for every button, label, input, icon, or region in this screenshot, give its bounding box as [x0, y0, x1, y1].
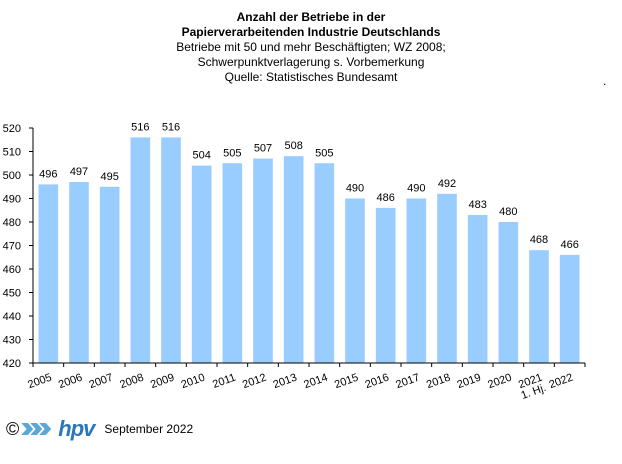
bar — [375, 207, 396, 363]
y-tick-label: 500 — [3, 170, 21, 182]
footer-date: September 2022 — [104, 422, 194, 436]
chart-title: Anzahl der Betriebe in der — [236, 10, 386, 24]
data-label: 490 — [407, 183, 425, 195]
bar — [314, 163, 335, 363]
data-label: 496 — [39, 168, 57, 180]
x-tick-label: 2015 — [333, 372, 360, 392]
data-label: 483 — [468, 199, 486, 211]
data-label: 505 — [315, 147, 333, 159]
x-tick-label: 2017 — [394, 372, 421, 392]
bar — [69, 182, 89, 363]
hpv-logo-chevrons-icon — [21, 423, 52, 435]
x-tick-label: 2019 — [456, 372, 483, 392]
x-tick-label: 2014 — [302, 372, 329, 392]
chart-title-line-2: Papierverarbeitenden Industrie Deutschla… — [181, 25, 441, 39]
x-tick-label: 2009 — [149, 372, 176, 392]
stray-dot: . — [603, 74, 607, 88]
bar — [130, 137, 151, 363]
bar — [38, 184, 59, 363]
x-tick-label: 2005 — [26, 372, 53, 392]
y-tick-label: 460 — [3, 264, 21, 276]
data-label: 516 — [131, 121, 149, 133]
bar — [406, 198, 427, 363]
x-tick-label: 2012 — [241, 372, 268, 392]
y-tick-label: 420 — [3, 358, 21, 370]
data-label: 480 — [499, 206, 517, 218]
data-label: 508 — [284, 140, 302, 152]
chart-source: Quelle: Statistisches Bundesamt — [224, 70, 398, 84]
data-label: 504 — [192, 150, 210, 162]
data-label: 490 — [346, 183, 364, 195]
bar — [559, 254, 580, 363]
bar — [253, 158, 273, 363]
bar — [283, 156, 304, 363]
data-label: 468 — [530, 234, 548, 246]
x-tick-label: 2020 — [486, 372, 513, 392]
y-tick-label: 440 — [3, 311, 21, 323]
bar — [529, 250, 549, 363]
data-label: 495 — [100, 171, 118, 183]
x-tick-label: 2008 — [118, 372, 145, 392]
bar — [99, 186, 120, 363]
x-tick-label: 2011 — [211, 372, 237, 391]
data-label: 497 — [70, 166, 88, 178]
x-tick-label: 2007 — [88, 372, 115, 392]
bar — [467, 214, 488, 363]
bar — [191, 165, 212, 363]
bar — [437, 193, 457, 363]
bar — [345, 198, 365, 363]
chart-titles: Anzahl der Betriebe in der Papierverarbe… — [0, 10, 622, 85]
y-tick-label: 470 — [3, 241, 21, 253]
x-tick-label: 2013 — [272, 372, 299, 392]
y-tick-label: 520 — [3, 123, 21, 135]
y-tick-label: 450 — [3, 288, 21, 300]
chart-subtitle: Betriebe mit 50 und mehr Beschäftigten; … — [176, 40, 446, 54]
data-label: 492 — [438, 178, 456, 190]
x-tick-label: 2010 — [180, 372, 207, 392]
hpv-logo: hpv — [58, 416, 95, 441]
bar — [498, 222, 519, 363]
y-tick-label: 490 — [3, 194, 21, 206]
x-tick-label: 2006 — [57, 372, 84, 392]
data-label: 516 — [162, 121, 180, 133]
chart-note: Schwerpunktverlagerung s. Vorbemerkung — [197, 55, 425, 69]
y-tick-label: 510 — [3, 147, 21, 159]
data-label: 505 — [223, 147, 241, 159]
y-tick-label: 480 — [3, 217, 21, 229]
data-label: 486 — [376, 192, 394, 204]
x-tick-label: 2018 — [425, 372, 452, 392]
bar — [161, 137, 181, 363]
copyright-symbol: © — [6, 419, 20, 439]
x-tick-label: 20211. Hj. — [516, 372, 548, 402]
x-tick-label: 2016 — [364, 372, 391, 392]
data-label: 507 — [254, 143, 272, 155]
data-label: 466 — [560, 239, 578, 251]
footer: © hpv September 2022 — [6, 416, 194, 441]
bar — [222, 163, 243, 363]
x-tick-label: 2022 — [548, 372, 575, 392]
y-tick-label: 430 — [3, 335, 21, 347]
